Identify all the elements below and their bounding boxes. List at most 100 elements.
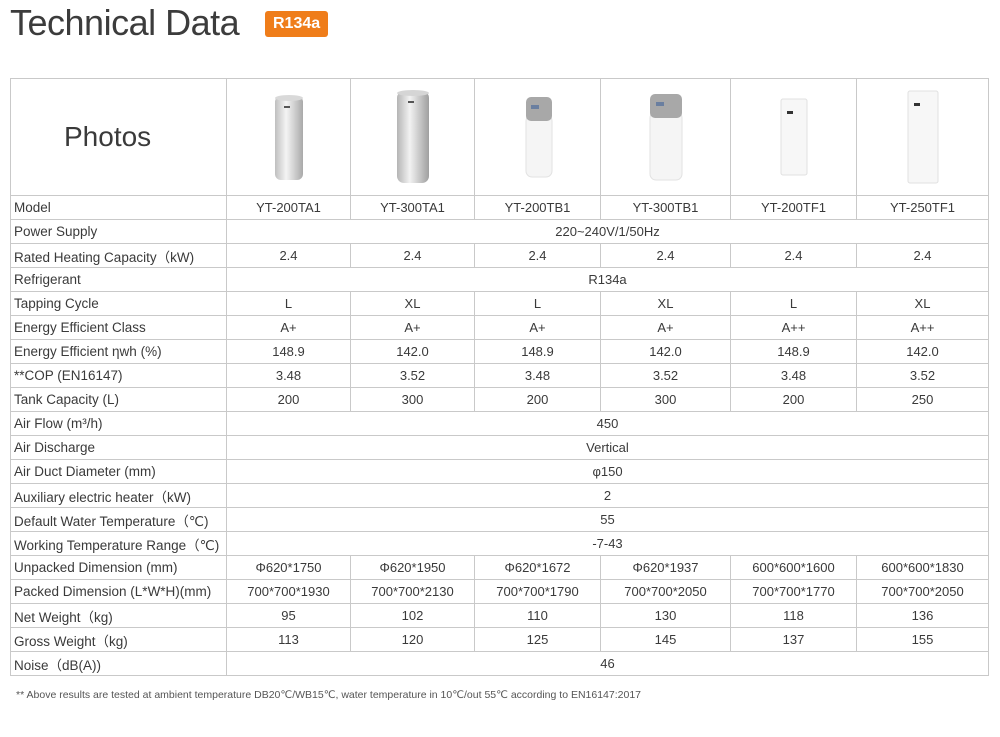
spanned-value: 450 [226,411,989,436]
row-label: Air Duct Diameter (mm) [10,459,227,484]
heat-pump-square-white-icon [780,98,807,176]
table-row: Packed Dimension (L*W*H)(mm) 700*700*1930… [10,579,989,604]
cell-value: L [730,291,857,316]
cell-value: 148.9 [730,339,857,364]
row-label: Tapping Cycle [10,291,227,316]
row-label: Refrigerant [10,267,227,292]
heat-pump-square-white-icon [907,90,938,184]
cell-value: 155 [856,627,989,652]
spanned-value: Vertical [226,435,989,460]
cell-value: 300 [600,387,731,412]
table-row: Tapping Cycle L XL L XL L XL [10,291,989,316]
row-label: Tank Capacity (L) [10,387,227,412]
table-row: Tank Capacity (L) 200 300 200 300 200 250 [10,387,989,412]
row-label: Net Weight（kg) [10,603,227,628]
table-row: Energy Efficient ηwh (%) 148.9 142.0 148.9 1… [10,339,989,364]
footnote: ** Above results are tested at ambient t… [16,689,642,701]
refrigerant-badge: R134a [265,11,329,37]
cell-value: Φ620*1937 [600,555,731,580]
spanned-value: φ150 [226,459,989,484]
cell-value: 102 [350,603,475,628]
photo-cell [474,78,601,196]
photo-cell [350,78,475,196]
cell-value: 136 [856,603,989,628]
table-row: Refrigerant R134a [10,267,989,292]
row-label: Noise（dB(A)) [10,651,227,676]
cell-value: A++ [856,315,989,340]
cell-value: 2.4 [350,243,475,268]
cell-value: 137 [730,627,857,652]
cell-value: 2.4 [474,243,601,268]
spanned-value: 220~240V/1/50Hz [226,219,989,244]
cell-value: YT-300TA1 [350,195,475,220]
photo-cell [730,78,857,196]
row-label: Energy Efficient ηwh (%) [10,339,227,364]
row-label: Model [10,195,227,220]
heat-pump-grey-top-icon [649,94,682,181]
cell-value: XL [856,291,989,316]
cell-value: 125 [474,627,601,652]
table-row: Default Water Temperature（℃) 55 [10,507,989,532]
cell-value: 110 [474,603,601,628]
row-label: Rated Heating Capacity（kW) [10,243,227,268]
spanned-value: -7-43 [226,531,989,556]
table-row: Rated Heating Capacity（kW) 2.4 2.4 2.4 2.4 2.… [10,243,989,268]
cell-value: 95 [226,603,351,628]
cell-value: 2.4 [226,243,351,268]
photo-cell [226,78,351,196]
spanned-value: R134a [226,267,989,292]
cell-value: 118 [730,603,857,628]
cell-value: A+ [600,315,731,340]
row-label: Default Water Temperature（℃) [10,507,227,532]
spanned-value: 46 [226,651,989,676]
row-label: Power Supply [10,219,227,244]
cell-value: 200 [226,387,351,412]
row-label: **COP (EN16147) [10,363,227,388]
cell-value: YT-250TF1 [856,195,989,220]
cell-value: 3.48 [730,363,857,388]
table-row: Air Duct Diameter (mm) φ150 [10,459,989,484]
cell-value: 200 [474,387,601,412]
cell-value: 200 [730,387,857,412]
technical-data-table: Photos [10,78,989,676]
cell-value: YT-200TA1 [226,195,351,220]
table-row: Energy Efficient Class A+ A+ A+ A+ A++ A++ [10,315,989,340]
cell-value: L [474,291,601,316]
cell-value: YT-200TB1 [474,195,601,220]
heat-pump-grey-top-icon [525,97,552,178]
cell-value: Φ620*1750 [226,555,351,580]
table-row: Gross Weight（kg) 113 120 125 145 137 155 [10,627,989,652]
cell-value: Φ620*1672 [474,555,601,580]
cell-value: 113 [226,627,351,652]
table-row: Unpacked Dimension (mm) Φ620*1750 Φ620*195… [10,555,989,580]
cell-value: 700*700*2050 [600,579,731,604]
table-row: Auxiliary electric heater（kW) 2 [10,483,989,508]
cell-value: 130 [600,603,731,628]
row-label: Air Discharge [10,435,227,460]
heat-pump-round-silver-icon [396,90,429,183]
row-label: Working Temperature Range（℃) [10,531,227,556]
cell-value: A+ [474,315,601,340]
cell-value: 2.4 [856,243,989,268]
cell-value: 250 [856,387,989,412]
table-row: Model YT-200TA1 YT-300TA1 YT-200TB1 YT-300TB… [10,195,989,220]
cell-value: A++ [730,315,857,340]
row-label: Unpacked Dimension (mm) [10,555,227,580]
cell-value: 145 [600,627,731,652]
cell-value: A+ [226,315,351,340]
cell-value: 142.0 [856,339,989,364]
photo-cell [600,78,731,196]
cell-value: 700*700*2130 [350,579,475,604]
cell-value: 2.4 [600,243,731,268]
table-row: Power Supply 220~240V/1/50Hz [10,219,989,244]
row-label: Auxiliary electric heater（kW) [10,483,227,508]
table-row: Air Flow (m³/h) 450 [10,411,989,436]
cell-value: 2.4 [730,243,857,268]
heat-pump-round-silver-icon [274,95,303,180]
spanned-value: 55 [226,507,989,532]
cell-value: 3.48 [226,363,351,388]
photos-row: Photos [10,78,989,196]
row-label: Air Flow (m³/h) [10,411,227,436]
cell-value: 600*600*1830 [856,555,989,580]
spanned-value: 2 [226,483,989,508]
